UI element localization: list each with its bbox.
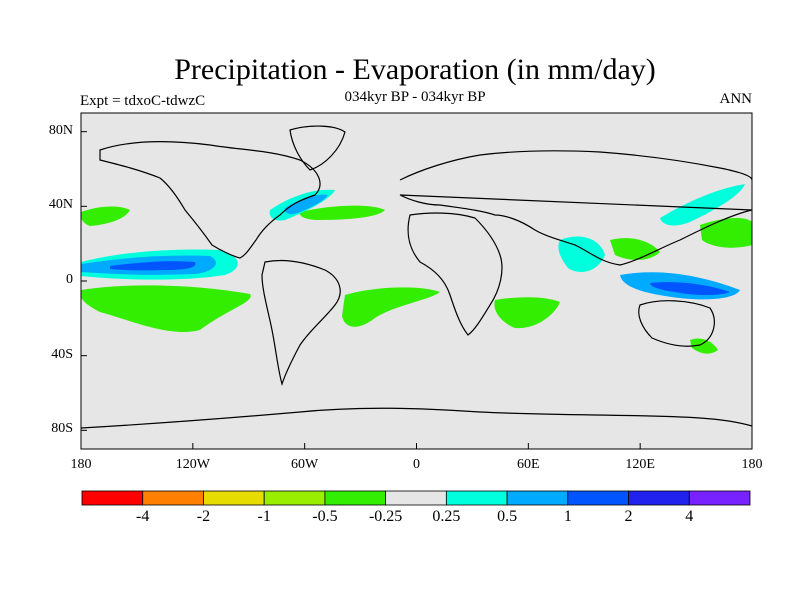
colorbar-swatch [628, 490, 690, 506]
colorbar [81, 490, 751, 506]
field-positive-kuroshio [660, 184, 745, 226]
field-core-pacific-itcz [110, 261, 196, 271]
field-negative-indian-ocean [494, 297, 560, 329]
colorbar-swatch [324, 490, 387, 506]
coastline-greenland [289, 125, 346, 171]
colorbar-label: 1 [563, 508, 572, 525]
field-core-west-pacific [650, 282, 730, 295]
colorbar-label: -4 [136, 508, 150, 525]
coastline-africa [407, 212, 503, 336]
colorbar-label: 4 [685, 508, 694, 525]
field-negative-southwest-pacific [690, 338, 718, 354]
colorbar-label: 0.25 [432, 508, 461, 525]
colorbar-label: -1 [257, 508, 271, 525]
colorbar-swatch [506, 490, 569, 506]
colorbar-swatch [263, 490, 326, 506]
colorbar-label: 0.5 [497, 508, 518, 525]
x-tick-label: 60E [517, 457, 540, 472]
x-tick-label: 180 [741, 457, 763, 472]
coastline-eurasia [399, 150, 753, 266]
y-tick-label: 0 [66, 272, 73, 287]
colorbar-swatch [81, 490, 144, 506]
coastline-north-america [99, 141, 321, 259]
experiment-label: Expt = tdxoC-tdwzC [80, 93, 206, 109]
colorbar-swatch [567, 490, 629, 506]
colorbar-label: -0.25 [368, 508, 403, 525]
colorbar-swatch [445, 490, 508, 506]
x-tick-label: 120E [625, 457, 655, 472]
field-negative-south-atlantic [342, 287, 440, 327]
colorbar-label: -0.5 [312, 508, 338, 525]
tick-marks [80, 131, 753, 449]
x-tick-label: 60W [291, 457, 319, 472]
colorbar-label: 2 [624, 508, 633, 525]
colorbar-swatch [688, 490, 751, 506]
y-tick-label: 80N [48, 122, 73, 138]
field-negative-north-pacific [81, 206, 130, 226]
colorbar-swatch [142, 490, 204, 506]
field-positive-indian-ocean [558, 236, 605, 272]
pme-field-layer [81, 184, 752, 354]
y-tick-label: 40N [48, 197, 73, 213]
coastline-south-america [261, 259, 341, 387]
x-tick-label: 180 [70, 457, 92, 472]
y-tick-label: 40S [51, 346, 73, 362]
colorbar-swatch [385, 490, 447, 506]
field-negative-west-pacific [700, 218, 752, 248]
field-negative-atlantic-north [299, 205, 385, 220]
colorbar-label: -2 [196, 508, 211, 525]
field-negative-south-pacific [81, 285, 251, 333]
coastline-australia [638, 300, 715, 347]
chart-title: Precipitation - Evaporation (in mm/day) [174, 53, 656, 86]
season-label: ANN [719, 91, 753, 107]
y-tick-label: 80S [51, 421, 73, 437]
field-strong-gulfstream [284, 194, 328, 215]
coastline-layer [80, 125, 753, 429]
chart-subtitle: 034kyr BP - 034kyr BP [344, 89, 486, 105]
coastline-antarctica [80, 407, 753, 429]
x-tick-label: 120W [175, 457, 210, 472]
x-tick-label: 0 [413, 457, 420, 472]
colorbar-swatch [203, 490, 265, 506]
